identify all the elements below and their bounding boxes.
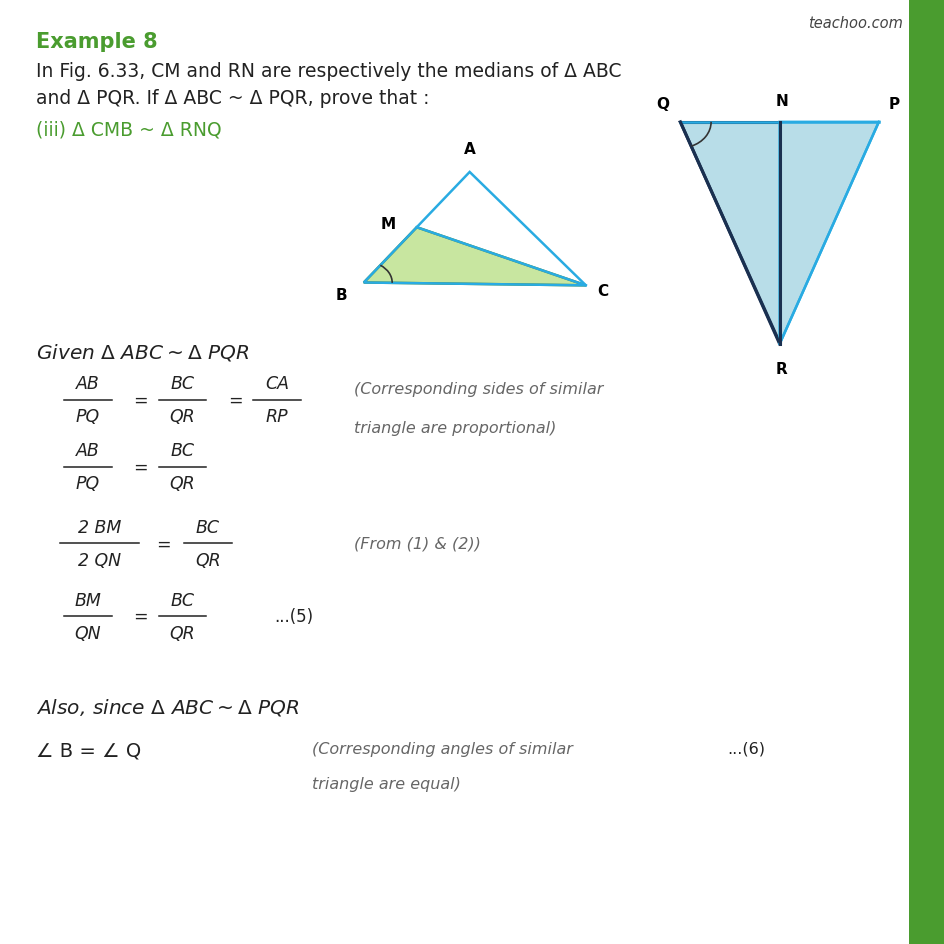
Text: A: A <box>464 142 475 157</box>
Text: AB: AB <box>76 375 100 393</box>
Text: BM: BM <box>75 591 101 609</box>
Text: ...(6): ...(6) <box>727 741 765 756</box>
Text: (iii) Δ CMB ~ Δ RNQ: (iii) Δ CMB ~ Δ RNQ <box>36 121 221 140</box>
Text: 2 BM: 2 BM <box>77 518 121 536</box>
Text: N: N <box>774 93 787 109</box>
Text: RP: RP <box>265 408 288 426</box>
Text: Example 8: Example 8 <box>36 32 158 52</box>
Text: =: = <box>133 391 147 410</box>
Text: triangle are proportional): triangle are proportional) <box>354 421 556 436</box>
Polygon shape <box>680 123 779 345</box>
Text: ∠ B = ∠ Q: ∠ B = ∠ Q <box>36 741 141 760</box>
Text: Given $\Delta\ ABC \sim \Delta\ PQR$: Given $\Delta\ ABC \sim \Delta\ PQR$ <box>36 342 249 362</box>
Text: 2 QN: 2 QN <box>77 551 121 569</box>
Bar <box>908 0 944 944</box>
Text: B: B <box>335 288 346 303</box>
Text: BC: BC <box>170 442 194 460</box>
Text: AB: AB <box>76 442 100 460</box>
Text: QR: QR <box>169 624 195 642</box>
Text: BC: BC <box>195 518 220 536</box>
Text: R: R <box>775 362 786 377</box>
Text: M: M <box>380 217 396 231</box>
Text: CA: CA <box>264 375 289 393</box>
Text: (Corresponding angles of similar: (Corresponding angles of similar <box>312 741 572 756</box>
Text: triangle are equal): triangle are equal) <box>312 776 461 791</box>
Text: PQ: PQ <box>76 475 100 493</box>
Polygon shape <box>363 228 585 286</box>
Text: Q: Q <box>655 96 668 111</box>
Polygon shape <box>779 123 878 345</box>
Text: QR: QR <box>194 551 221 569</box>
Text: P: P <box>887 96 899 111</box>
Text: QN: QN <box>75 624 101 642</box>
Text: QR: QR <box>169 408 195 426</box>
Text: ...(5): ...(5) <box>274 607 312 626</box>
Text: (From (1) & (2)): (From (1) & (2)) <box>354 536 480 551</box>
Text: QR: QR <box>169 475 195 493</box>
Text: (Corresponding sides of similar: (Corresponding sides of similar <box>354 381 603 396</box>
Text: =: = <box>133 607 147 626</box>
Text: =: = <box>133 458 147 477</box>
Text: =: = <box>228 391 242 410</box>
Text: PQ: PQ <box>76 408 100 426</box>
Text: teachoo.com: teachoo.com <box>807 16 902 31</box>
Text: In Fig. 6.33, CM and RN are respectively the medians of Δ ABC: In Fig. 6.33, CM and RN are respectively… <box>36 62 621 81</box>
Text: C: C <box>597 284 608 299</box>
Text: BC: BC <box>170 591 194 609</box>
Text: Also, since $\Delta\ ABC \sim \Delta\ PQR$: Also, since $\Delta\ ABC \sim \Delta\ PQ… <box>36 697 299 717</box>
Text: =: = <box>156 534 170 553</box>
Text: BC: BC <box>170 375 194 393</box>
Text: and Δ PQR. If Δ ABC ~ Δ PQR, prove that :: and Δ PQR. If Δ ABC ~ Δ PQR, prove that … <box>36 89 429 108</box>
